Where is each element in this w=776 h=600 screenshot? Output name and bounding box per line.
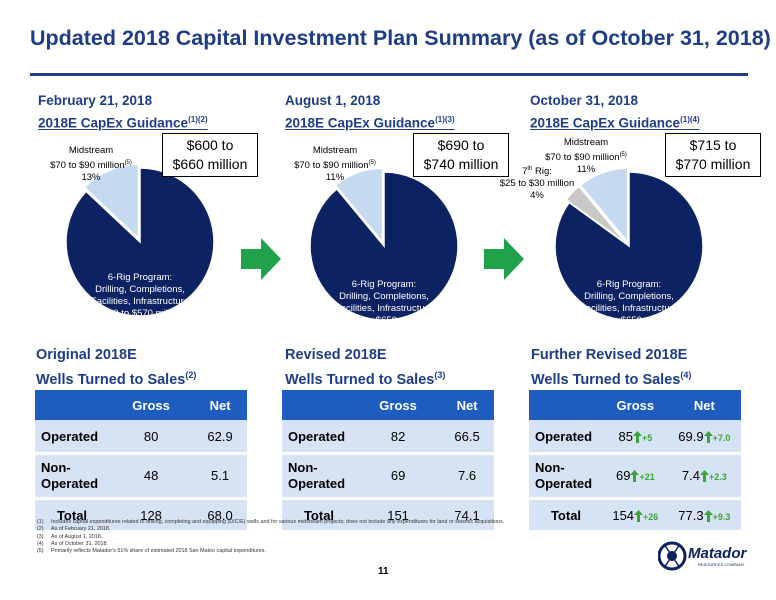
rig-program-label: 6-Rig Program: Drilling, Completions, Fa… bbox=[579, 279, 679, 338]
increase-arrow-icon bbox=[703, 509, 713, 522]
column-header-gross: Gross bbox=[603, 390, 668, 420]
table-row: Operated 85 +5 69.9 +7.0 bbox=[529, 420, 741, 455]
wells-table-original: Gross Net Operated 80 62.9 Non- Operated … bbox=[35, 390, 247, 530]
table-row: Operated 80 62.9 bbox=[35, 420, 247, 455]
footnote: (5) Primarily reflects Matador's 51% shar… bbox=[37, 548, 266, 555]
seventh-rig-label: 7th Rig: $25 to $30 million 4% bbox=[499, 166, 575, 202]
guidance-label: 2018E CapEx Guidance(1)(4) bbox=[530, 115, 700, 131]
guidance-label: 2018E CapEx Guidance(1)(3) bbox=[285, 115, 455, 131]
column-header-net: Net bbox=[667, 390, 741, 420]
capex-range-box: $715 to $770 million bbox=[665, 133, 761, 177]
column-date: February 21, 2018 bbox=[38, 93, 153, 108]
capex-range-box: $600 to $660 million bbox=[162, 133, 258, 177]
increase-arrow-icon bbox=[703, 430, 713, 443]
column-date: August 1, 2018 bbox=[285, 93, 381, 108]
wells-title-revised: Revised 2018E Wells Turned to Sales(3) bbox=[285, 347, 446, 388]
table-row: Operated 82 66.5 bbox=[282, 420, 494, 455]
footnote: (2) As of February 21, 2018. bbox=[37, 526, 111, 533]
svg-text:RESOURCES COMPANY: RESOURCES COMPANY bbox=[698, 562, 745, 567]
column-header-oct: October 31, 2018 2018E CapEx Guidance(1)… bbox=[530, 91, 700, 133]
page-title: Updated 2018 Capital Investment Plan Sum… bbox=[30, 26, 771, 50]
table-row: Total 154 +26 77.3 +9.3 bbox=[529, 498, 741, 530]
wells-table-revised: Gross Net Operated 82 66.5 Non- Operated … bbox=[282, 390, 494, 530]
wells-title-further-revised: Further Revised 2018E Wells Turned to Sa… bbox=[531, 347, 692, 388]
capex-pie-chart-feb bbox=[65, 163, 215, 317]
table-row: Non- Operated 69 7.6 bbox=[282, 453, 494, 500]
column-date: October 31, 2018 bbox=[530, 93, 639, 108]
table-row: Non- Operated 69 +21 7.4 +2.3 bbox=[529, 453, 741, 500]
footnote: (1) Includes capital expenditures related… bbox=[37, 519, 505, 525]
table-row: Total 151 74.1 bbox=[282, 498, 494, 530]
column-header-aug: August 1, 2018 2018E CapEx Guidance(1)(3… bbox=[285, 91, 455, 133]
wells-title-original: Original 2018E Wells Turned to Sales(2) bbox=[36, 347, 197, 388]
midstream-label: Midstream $70 to $90 million(5) 11% bbox=[294, 145, 376, 184]
increase-arrow-icon bbox=[634, 509, 644, 522]
pie-slice-6-rig-program bbox=[65, 167, 215, 317]
pie-slice-midstream bbox=[334, 167, 384, 245]
right-arrow-icon bbox=[241, 238, 281, 280]
capex-pie-chart-aug bbox=[309, 167, 459, 321]
page-number: 11 bbox=[378, 566, 389, 577]
rig-program-label: 6-Rig Program: Drilling, Completions, Fa… bbox=[90, 272, 190, 331]
increase-arrow-icon bbox=[699, 469, 709, 482]
rig-program-label: 6-Rig Program: Drilling, Completions, Fa… bbox=[334, 279, 434, 338]
pie-slice-6-rig-program bbox=[309, 171, 459, 321]
footnote: (4) As of October 31, 2018. bbox=[37, 540, 108, 547]
column-header-net: Net bbox=[440, 390, 494, 420]
pie-slice-6-rig-program bbox=[554, 171, 704, 321]
right-arrow-icon bbox=[484, 238, 524, 280]
capex-pie-chart-oct bbox=[554, 167, 704, 321]
table-row: Non- Operated 48 5.1 bbox=[35, 453, 247, 500]
wells-table-further-revised: Gross Net Operated 85 +5 69.9 +7.0 Non- Ope… bbox=[529, 390, 741, 530]
increase-arrow-icon bbox=[632, 430, 642, 443]
footnote: (3) As of August 1, 2018. bbox=[37, 533, 103, 540]
title-rule bbox=[30, 73, 748, 76]
increase-arrow-icon bbox=[630, 469, 640, 482]
column-header-feb: February 21, 2018 2018E CapEx Guidance(1… bbox=[38, 91, 208, 133]
capex-range-box: $690 to $740 million bbox=[413, 133, 509, 177]
svg-text:Matador: Matador bbox=[688, 545, 748, 562]
footnotes: (1) Includes capital expenditures related… bbox=[37, 519, 504, 555]
column-header-net: Net bbox=[193, 390, 247, 420]
column-header-gross: Gross bbox=[109, 390, 194, 420]
midstream-label: Midstream $70 to $90 million(5) 13% bbox=[50, 145, 132, 184]
pie-slice-midstream bbox=[83, 163, 140, 241]
table-row: Total 128 68.0 bbox=[35, 498, 247, 530]
column-header-gross: Gross bbox=[356, 390, 441, 420]
guidance-label: 2018E CapEx Guidance(1)(2) bbox=[38, 115, 208, 131]
pie-slice-7th-rig bbox=[565, 185, 627, 244]
pie-slice-midstream bbox=[579, 167, 629, 245]
midstream-label: Midstream $70 to $90 million(5) 11% bbox=[545, 137, 627, 176]
matador-logo: Matador RESOURCES COMPANY bbox=[658, 541, 748, 571]
